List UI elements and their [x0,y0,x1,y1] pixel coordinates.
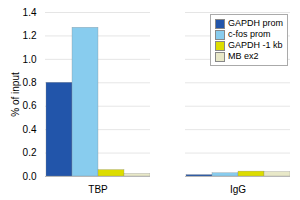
html-text:GAPDH -1 kb: GAPDH -1 kb [228,40,283,50]
svg-text:1.0: 1.0 [23,54,37,65]
svg-text:TBP: TBP [88,184,108,195]
svg-text:0.8: 0.8 [23,77,37,88]
svg-text:0.6: 0.6 [23,100,37,111]
svg-text:0.4: 0.4 [23,124,37,135]
svg-text:0.2: 0.2 [23,147,37,158]
html-text:c-fos prom: c-fos prom [228,29,271,39]
html-text:GAPDH prom: GAPDH prom [228,18,283,28]
html-text:MB ex2: MB ex2 [228,51,259,61]
svg-text:0.0: 0.0 [23,171,37,182]
svg-text:1.2: 1.2 [23,30,37,41]
svg-text:1.4: 1.4 [23,7,37,18]
svg-text:% of input: % of input [10,72,21,117]
svg-text:IgG: IgG [230,184,246,195]
